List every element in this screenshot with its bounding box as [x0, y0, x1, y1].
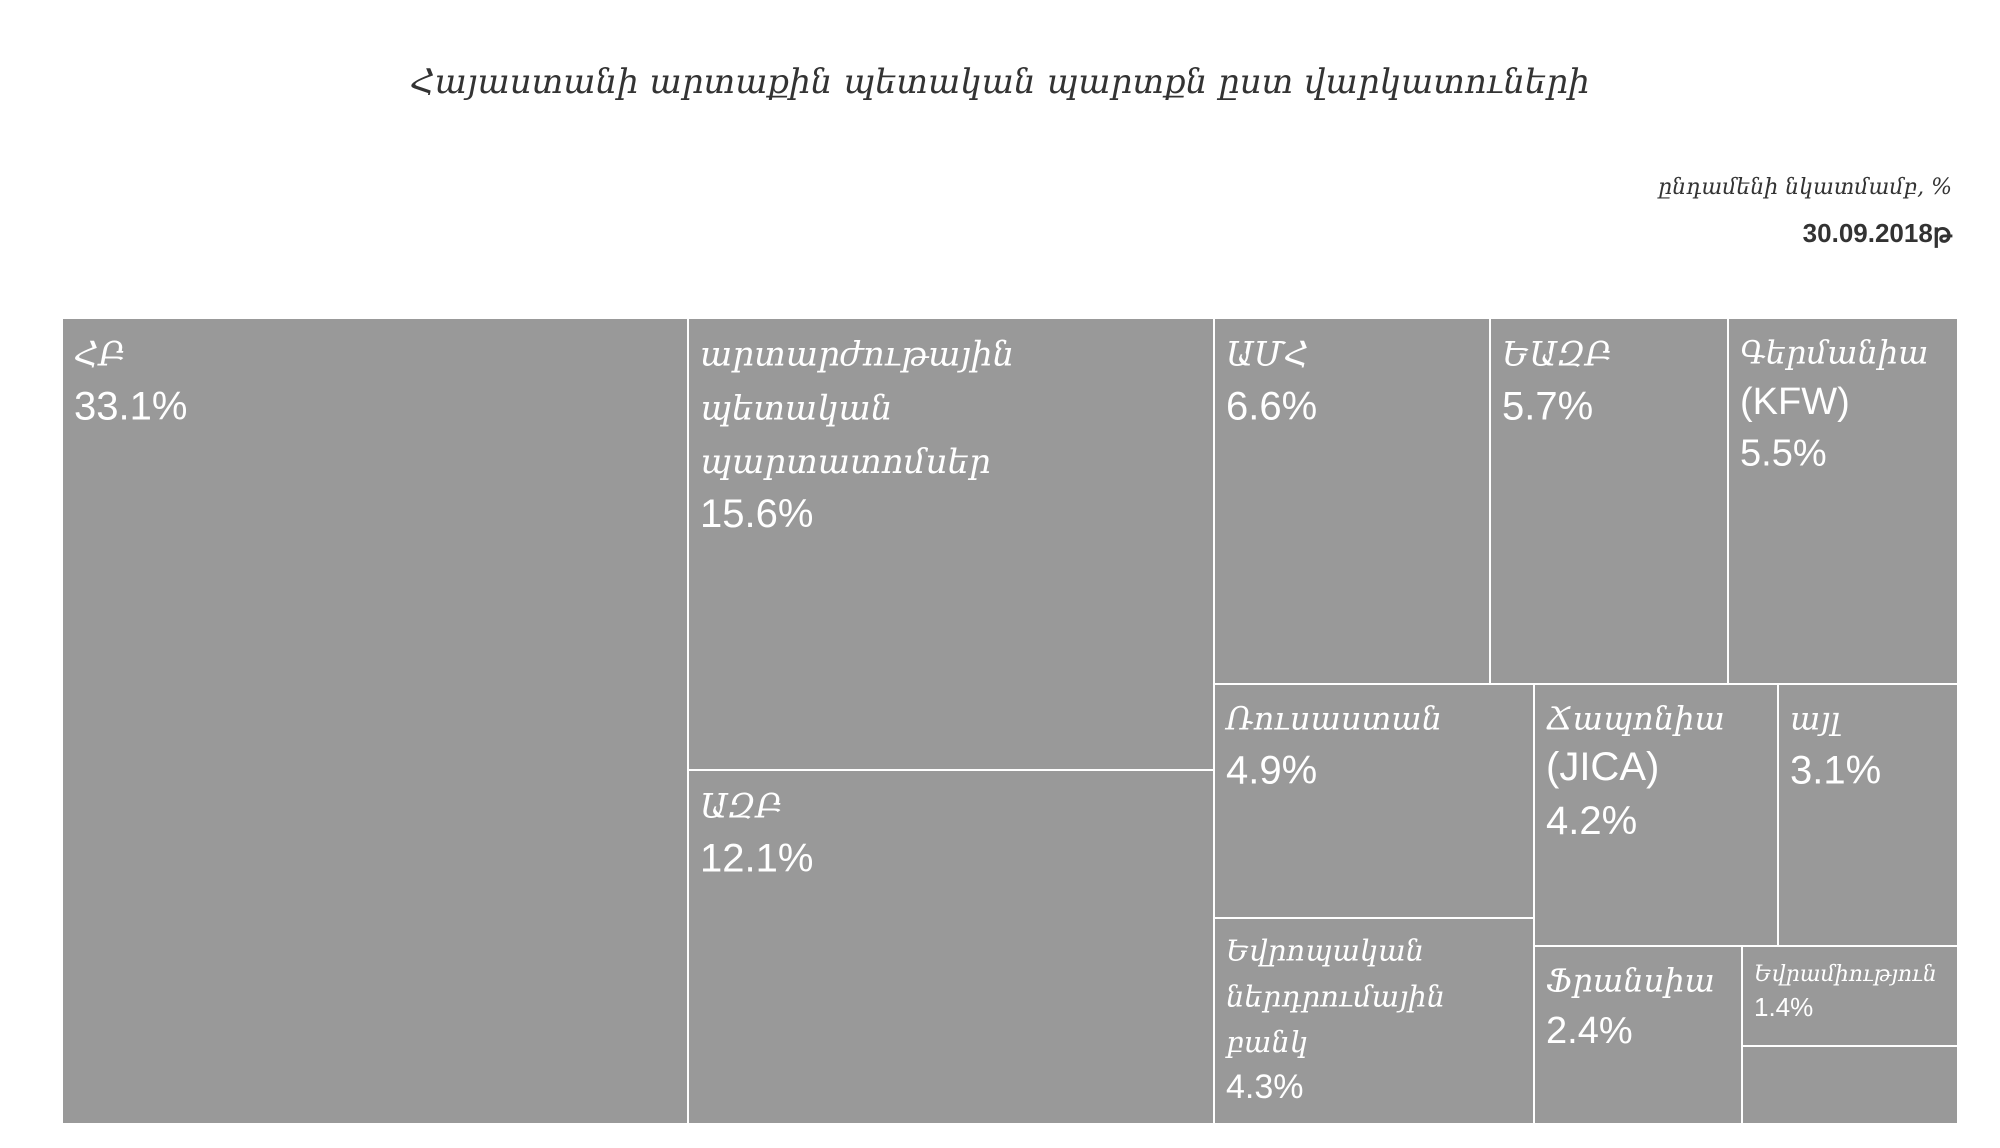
cell-name-label: պետական: [700, 388, 892, 428]
cell-value-label: 4.2%: [1546, 799, 1637, 843]
treemap-rect: [1727, 317, 1959, 685]
cell-value-label: 5.7%: [1502, 385, 1593, 429]
treemap-rect: [1741, 1045, 1959, 1125]
treemap-rect: [61, 317, 689, 1125]
cell-value-label: 4.3%: [1226, 1068, 1304, 1106]
treemap-cell: Ճապոնիա (JICA) 4.2%: [1533, 683, 1779, 947]
cell-value-label: 4.9%: [1226, 749, 1317, 793]
chart-subtitle: ընդամենի նկատմամբ, %: [1658, 175, 1952, 200]
cell-name-label: (JICA): [1546, 745, 1659, 789]
treemap-cell: ԱՄՀ 6.6%: [1213, 317, 1491, 685]
cell-value-label: 2.4%: [1546, 1010, 1633, 1052]
treemap-rect: [1533, 683, 1779, 947]
cell-name-label: բանկ: [1225, 1025, 1308, 1059]
cell-value-label: 6.6%: [1226, 385, 1317, 429]
cell-name-label: Եվրամիություն: [1754, 962, 1937, 987]
cell-name-label: ներդրումային: [1226, 979, 1445, 1013]
chart-date: 30.09.2018թ: [1802, 218, 1952, 248]
cell-name-label: Եվրոպական: [1226, 933, 1424, 967]
treemap-rect: [1533, 945, 1743, 1125]
treemap-cell: ՀԲ 33.1%: [61, 317, 689, 1125]
treemap-cell: Ռուսաստան 4.9%: [1213, 683, 1535, 919]
cell-name-label: այլ: [1790, 700, 1841, 738]
treemap-cell: Եվրոպական ներդրումային բանկ 4.3%: [1213, 917, 1535, 1125]
cell-name-label: ԵԱԶԲ: [1502, 335, 1613, 375]
cell-name-label: պարտատոմսեր: [700, 442, 991, 482]
cell-value-label: 1.4%: [1754, 992, 1813, 1022]
cell-name-label: արտարժութային: [700, 335, 1014, 375]
cell-name-label: ՀԲ: [74, 335, 126, 375]
cell-name-label: (KFW): [1740, 381, 1850, 423]
cell-value-label: 3.1%: [1790, 749, 1881, 793]
cell-value-label: 12.1%: [700, 837, 813, 881]
treemap-cell: Եվրամիություն 1.4%: [1741, 945, 1959, 1047]
treemap-cell: ԵԱԶԲ 5.7%: [1489, 317, 1729, 685]
treemap-cell: Գերմանիա (KFW) 5.5%: [1727, 317, 1959, 685]
cell-name-label: Գերմանիա: [1740, 334, 1928, 372]
treemap-cell: Ֆրանսիա 2.4%: [1533, 945, 1743, 1125]
cell-name-label: Ճապոնիա: [1546, 700, 1725, 738]
treemap-cell: այլ 3.1%: [1777, 683, 1959, 947]
cell-name-label: Ռուսաստան: [1224, 700, 1442, 738]
treemap-cell: [1741, 1045, 1959, 1125]
cell-name-label: Ֆրանսիա: [1546, 962, 1715, 1000]
treemap-cell: արտարժութային պետական պարտատոմսեր 15.6%: [687, 317, 1215, 771]
chart-title: Հայաստանի արտաքին պետական պարտքն ըստ վար…: [410, 62, 1590, 102]
treemap-cell: ԱԶԲ 12.1%: [687, 769, 1215, 1125]
cell-value-label: 5.5%: [1740, 432, 1827, 474]
treemap-rect: [1777, 683, 1959, 947]
cell-value-label: 33.1%: [74, 385, 187, 429]
cell-name-label: ԱԶԲ: [700, 787, 783, 827]
treemap-rect: [687, 317, 1215, 771]
cell-name-label: ԱՄՀ: [1226, 335, 1309, 375]
treemap-rect: [1741, 945, 1959, 1047]
treemap-rect: [1213, 917, 1535, 1125]
cell-value-label: 15.6%: [700, 492, 813, 536]
